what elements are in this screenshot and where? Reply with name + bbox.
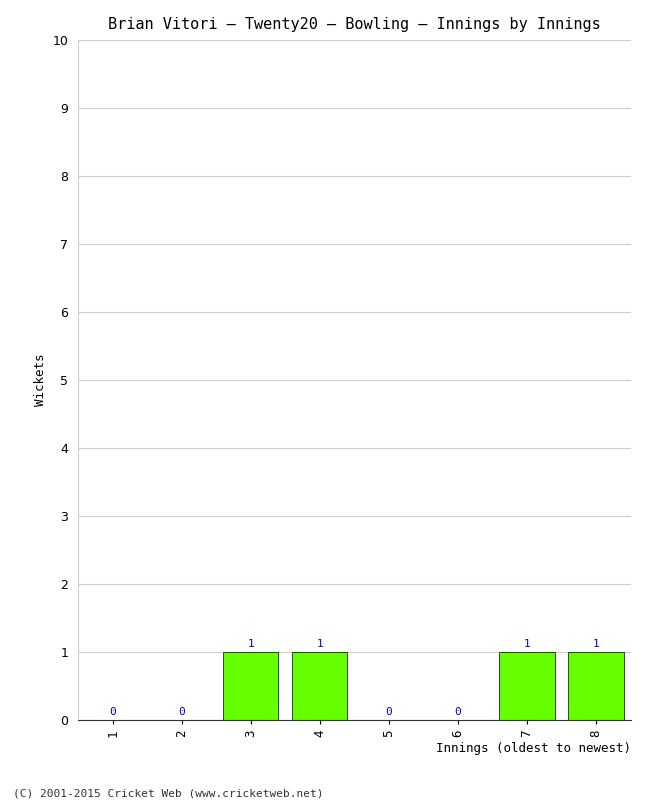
Y-axis label: Wickets: Wickets bbox=[34, 354, 47, 406]
Text: 0: 0 bbox=[454, 706, 462, 717]
Bar bbox=[568, 652, 623, 720]
Bar bbox=[499, 652, 554, 720]
Text: 1: 1 bbox=[523, 638, 530, 649]
Text: 1: 1 bbox=[593, 638, 599, 649]
Text: 1: 1 bbox=[317, 638, 323, 649]
Text: 0: 0 bbox=[178, 706, 185, 717]
Bar bbox=[223, 652, 278, 720]
Text: 0: 0 bbox=[109, 706, 116, 717]
Text: (C) 2001-2015 Cricket Web (www.cricketweb.net): (C) 2001-2015 Cricket Web (www.cricketwe… bbox=[13, 788, 324, 798]
X-axis label: Innings (oldest to newest): Innings (oldest to newest) bbox=[436, 742, 630, 755]
Text: 1: 1 bbox=[247, 638, 254, 649]
Bar bbox=[292, 652, 347, 720]
Text: 0: 0 bbox=[385, 706, 392, 717]
Title: Brian Vitori – Twenty20 – Bowling – Innings by Innings: Brian Vitori – Twenty20 – Bowling – Inni… bbox=[108, 17, 601, 32]
